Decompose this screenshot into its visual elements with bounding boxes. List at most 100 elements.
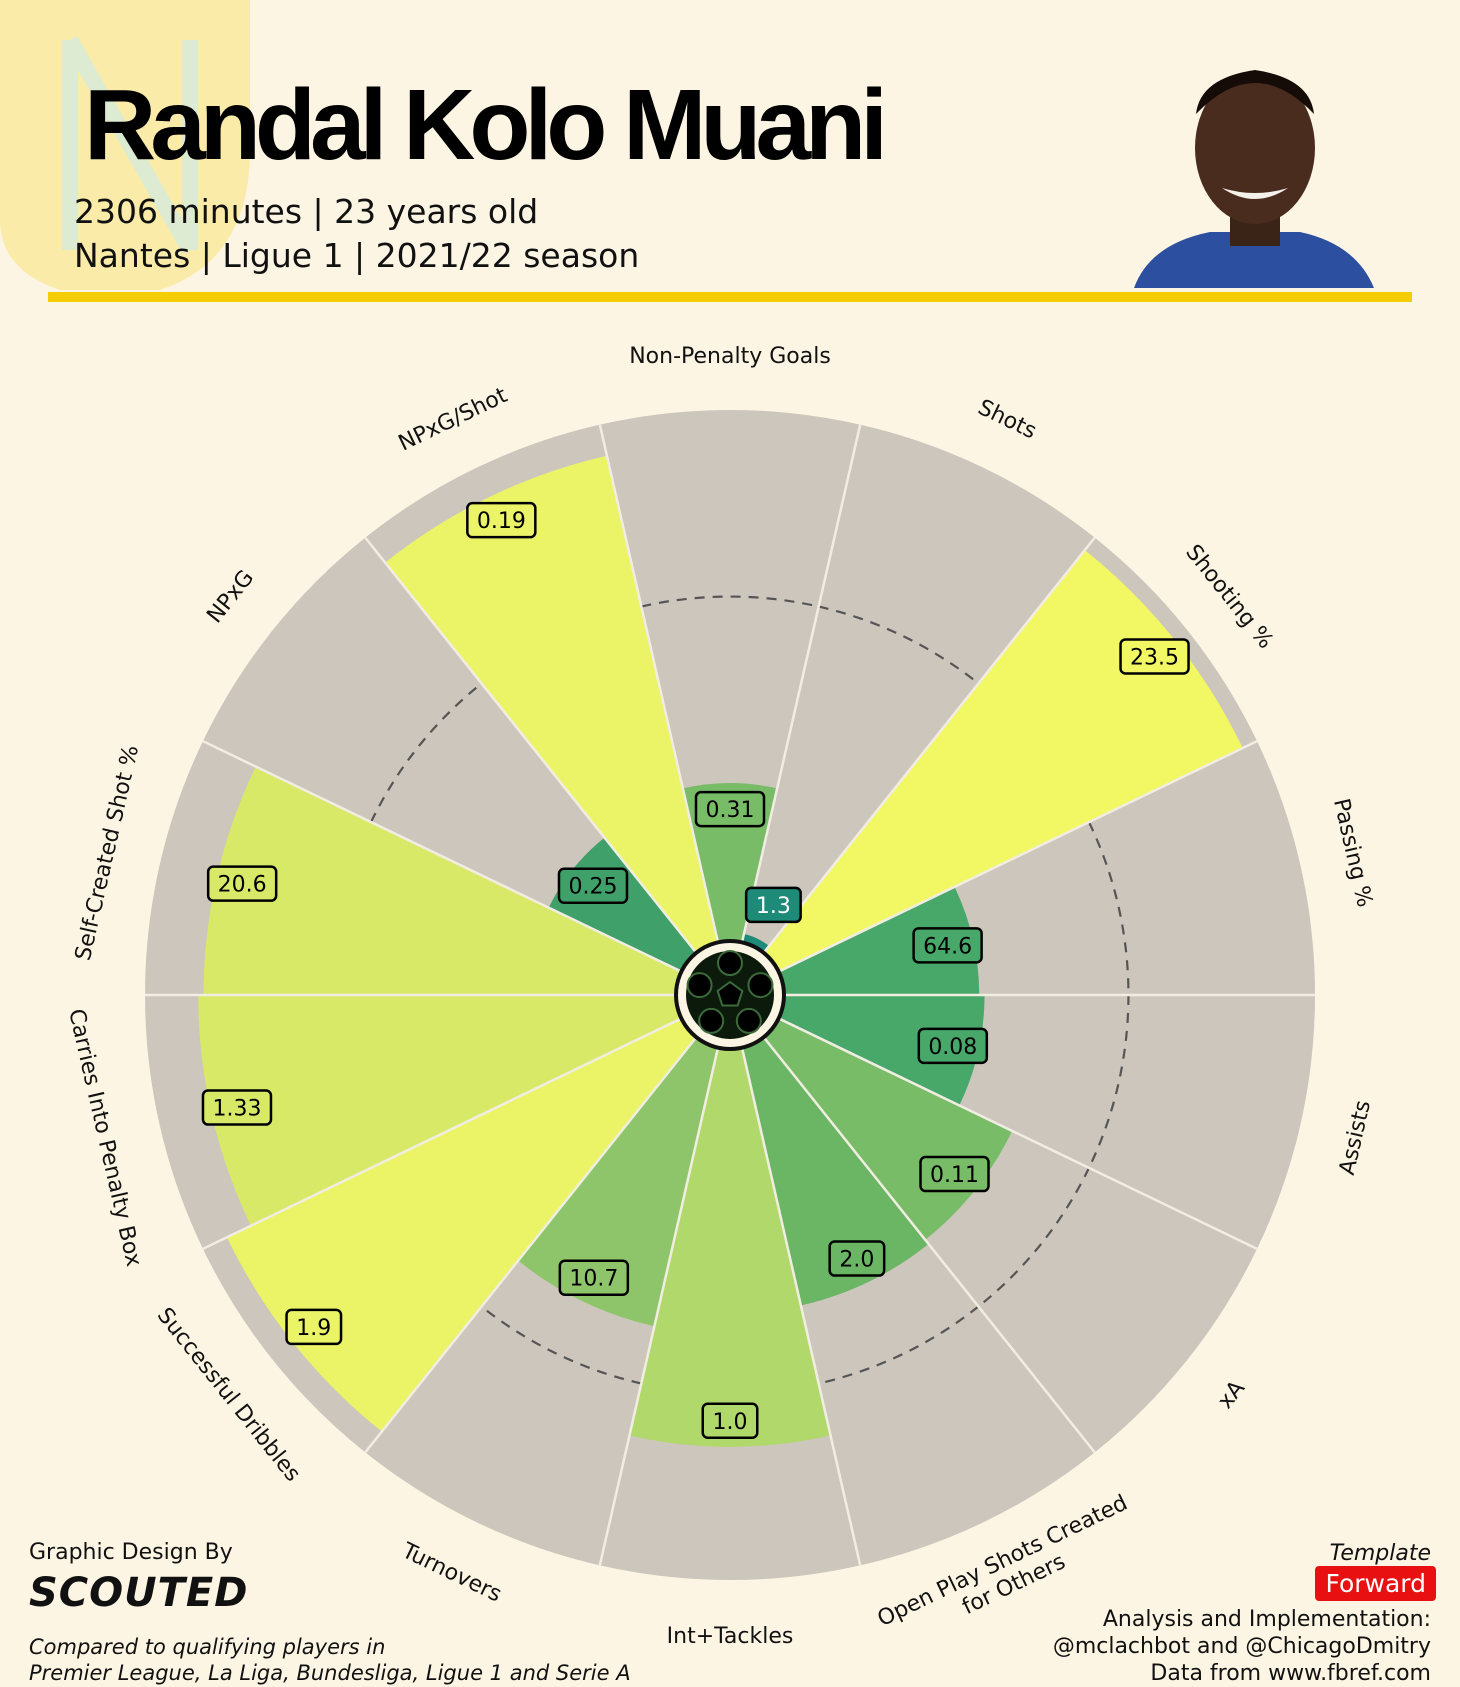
value-label: 2.0 (828, 1240, 886, 1277)
slice-background (202, 537, 698, 973)
design-by-label: Graphic Design By (29, 1540, 233, 1565)
value-label-box (285, 1308, 343, 1346)
player-photo (1134, 70, 1374, 288)
value-label-box (912, 927, 983, 964)
category-label-text: Non-Penalty Goals (629, 344, 831, 369)
value-labels: 0.31 1.3 23.5 64.6 0.08 0.11 2.0 1.0 10.7 1.9 1.33… (201, 501, 1190, 1439)
slice-divider (364, 536, 699, 956)
category-label: Shooting % (1180, 540, 1278, 654)
value-label: 20.6 (206, 865, 278, 902)
value-label-text: 1.9 (296, 1316, 331, 1341)
value-label: 23.5 (1119, 638, 1190, 675)
category-label-text: Assists (1335, 1098, 1376, 1177)
category-label: Shots (974, 395, 1040, 444)
value-label: 0.08 (917, 1027, 989, 1065)
center-ball (674, 939, 786, 1051)
value-label: 1.9 (285, 1308, 343, 1346)
header-rule (48, 292, 1412, 302)
category-label-text: NPxG/Shot (395, 383, 512, 457)
slice-background (599, 410, 861, 945)
template-label: Template (1329, 1541, 1431, 1566)
slice-value-top (629, 1045, 831, 1447)
value-label-text: 0.31 (706, 798, 755, 823)
value-label-text: 20.6 (218, 873, 267, 898)
value-label-box (701, 1402, 759, 1439)
value-label-box (466, 501, 537, 539)
category-label-text: Carries Into Penalty Box (63, 1007, 146, 1269)
value-label-box (917, 1027, 989, 1065)
template-badge: Forward (1315, 1566, 1436, 1601)
slice-value-top (203, 766, 684, 995)
category-label-text: Shots (974, 395, 1040, 444)
category-label: NPxG (202, 566, 259, 628)
scouted-logo: SCOUTED (29, 1570, 249, 1616)
slice-divider (740, 1045, 862, 1566)
category-label: Int+Tackles (667, 1624, 794, 1649)
value-label-box (201, 1089, 273, 1126)
value-label-text: 0.19 (477, 509, 526, 534)
category-label: Assists (1335, 1098, 1376, 1177)
ball-patch (735, 1007, 762, 1034)
category-label: Turnovers (397, 1538, 505, 1607)
value-label-text: 2.0 (839, 1248, 874, 1273)
slice-dividers (145, 424, 1315, 1566)
compared-line-1: Compared to qualifying players in (29, 1635, 386, 1659)
player-club-season: Nantes | Ligue 1 | 2021/22 season (74, 236, 640, 275)
value-label-text: 1.0 (713, 1410, 748, 1435)
value-label-box (744, 886, 802, 924)
value-label: 0.19 (466, 501, 537, 539)
reference-arc (1087, 821, 1130, 996)
value-label-text: 1.33 (212, 1097, 261, 1122)
category-label-text: Turnovers (397, 1538, 505, 1607)
value-label-text: 0.11 (930, 1163, 979, 1188)
value-label-text: 10.7 (569, 1267, 618, 1292)
value-label-box (557, 867, 629, 904)
ball-patch (717, 950, 743, 976)
player-minutes-age: 2306 minutes | 23 years old (74, 192, 539, 231)
value-label: 1.33 (201, 1089, 273, 1126)
slice-divider (776, 740, 1258, 974)
category-label-text: Passing % (1328, 796, 1377, 909)
value-label-box (558, 1259, 630, 1296)
slice-divider (740, 424, 862, 945)
reference-arc (977, 1167, 1090, 1308)
value-label: 0.31 (694, 790, 766, 828)
value-label-text: 0.25 (568, 875, 617, 900)
compared-line-2: Premier League, La Liga, Bundesliga, Lig… (29, 1661, 631, 1685)
value-label-box (206, 865, 278, 902)
category-label: Carries Into Penalty Box (63, 1007, 146, 1269)
value-label-text: 1.3 (756, 894, 791, 919)
slice-value (776, 886, 980, 995)
slice-value (776, 995, 985, 1106)
slice-value-top (226, 1017, 698, 1432)
slice-divider (202, 1016, 684, 1250)
ball-patch (698, 1007, 725, 1034)
slice-divider (598, 1045, 720, 1566)
value-label: 0.11 (919, 1155, 990, 1193)
category-label-text: Shooting % (1180, 540, 1278, 654)
club-crest-watermark (0, 0, 250, 290)
slice-divider (776, 1016, 1258, 1250)
category-label-text: xA (1213, 1376, 1250, 1414)
slice-value-top (198, 995, 684, 1226)
category-label: Non-Penalty Goals (629, 344, 831, 369)
value-label-text: 0.08 (928, 1035, 977, 1060)
reference-arc (480, 1305, 642, 1385)
category-label: xA (1213, 1376, 1250, 1414)
slice-value (518, 1035, 719, 1327)
reference-arc (641, 595, 819, 608)
slice-divider (761, 536, 1096, 956)
value-label-text: 23.5 (1130, 645, 1179, 670)
slice-value (741, 1035, 929, 1306)
category-label: Self-Created Shot % (71, 743, 144, 963)
category-label-text: Self-Created Shot % (71, 743, 144, 963)
ball-pentagon (716, 980, 744, 1007)
value-label-box (828, 1240, 886, 1277)
value-label: 0.25 (557, 867, 629, 904)
category-label: NPxG/Shot (395, 383, 512, 457)
value-label-box (1119, 638, 1190, 675)
player-name: Randal Kolo Muani (84, 69, 888, 181)
ball-patch (686, 972, 713, 999)
reference-arc (818, 605, 980, 685)
